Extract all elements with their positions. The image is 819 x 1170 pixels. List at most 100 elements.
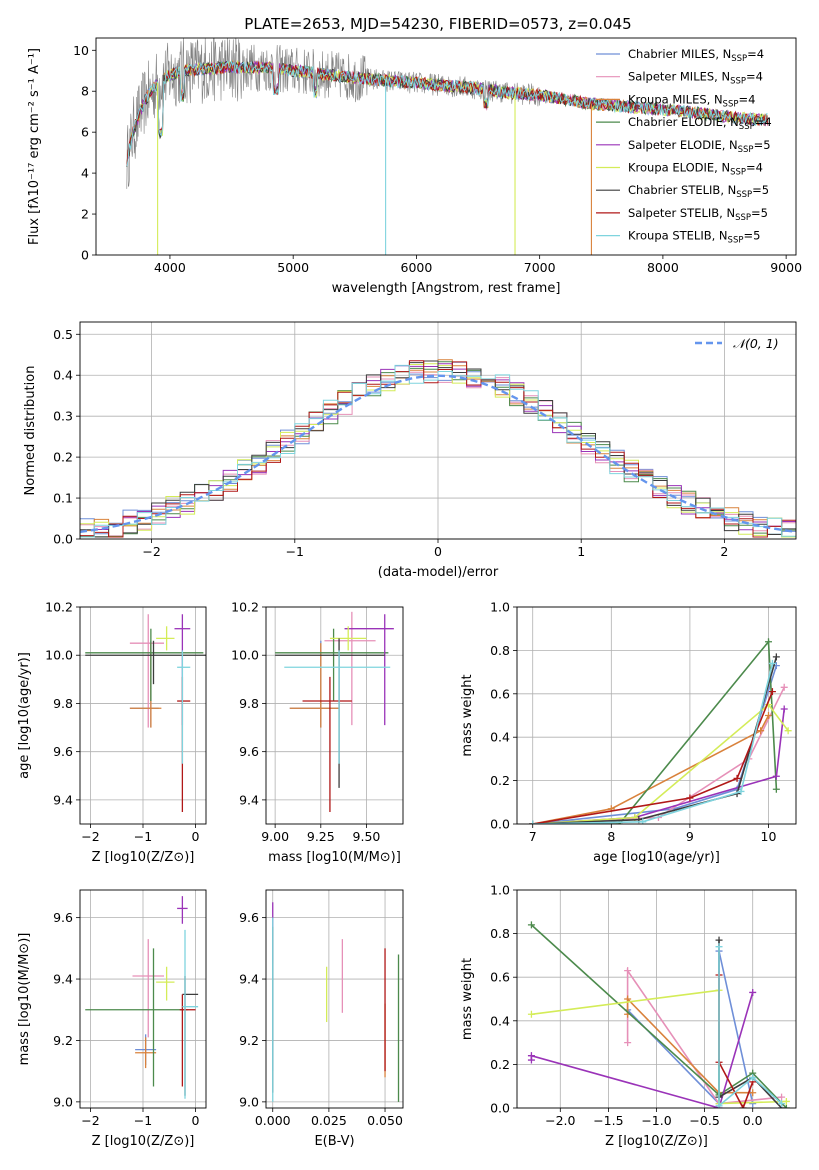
x-tick-label: −1	[286, 544, 304, 559]
x-axis-label: mass [log10(M/M⊙)]	[268, 850, 401, 865]
histogram-step	[80, 360, 796, 538]
legend-subscript: SSP	[739, 122, 755, 132]
y-tick-label: 10.0	[231, 648, 259, 663]
plot-area	[529, 638, 792, 824]
x-tick-label: 0	[192, 1113, 200, 1128]
y-tick-label: 0.0	[490, 817, 510, 832]
mass-weight-marker	[764, 712, 772, 719]
legend-entry: Salpeter ELODIE, NSSP=5	[628, 138, 771, 155]
mass-weight-marker	[784, 727, 792, 735]
x-tick-label: 8000	[647, 260, 679, 275]
y-axis-label: mass weight	[460, 958, 475, 1040]
legend-text: Salpeter ELODIE, N	[628, 138, 738, 152]
y-tick-label: 0.2	[53, 450, 73, 465]
y-tick-label: 0	[81, 248, 89, 263]
x-tick-label: −0.5	[689, 1113, 719, 1128]
y-tick-label: 9.0	[239, 1094, 259, 1109]
mass-weight-line	[530, 924, 787, 1108]
legend-text: =4	[755, 115, 772, 129]
y-axis-label: Normed distribution	[23, 366, 38, 496]
x-axis-label: E(B-V)	[314, 1134, 354, 1149]
mass-weight-marker	[733, 774, 741, 782]
legend-entry: 𝒩(0, 1)	[733, 336, 779, 351]
x-tick-label: 0.0	[743, 1113, 763, 1128]
mass-weight-line	[532, 715, 770, 824]
y-tick-label: 9.6	[239, 910, 259, 925]
mass-weight-marker	[782, 1104, 790, 1108]
x-axis-label: (data-model)/error	[378, 565, 499, 580]
x-tick-label: −2	[142, 544, 160, 559]
legend-entry: Chabrier MILES, NSSP=4	[628, 47, 764, 64]
axes-frame	[79, 321, 797, 540]
axes-frame	[79, 889, 207, 1109]
y-tick-label: 9.0	[53, 1094, 73, 1109]
y-tick-label: 0.0	[490, 1101, 510, 1116]
x-tick-label: 0	[434, 544, 442, 559]
legend-entry: Salpeter STELIB, NSSP=5	[628, 206, 768, 223]
residual-histogram-panel: −2 −1 0 1 2 0.0 0.1 0.2 0.3 0.4 0.5 (data-model)/er…	[23, 321, 797, 580]
y-tick-label: 0.8	[490, 926, 510, 941]
y-tick-label: 2	[81, 207, 89, 222]
mass-weight-marker	[749, 1089, 757, 1097]
x-axis-label: age [log10(age/yr)]	[593, 850, 720, 865]
mass-weight-marker	[624, 1039, 632, 1047]
plot-area	[80, 359, 796, 538]
x-axis-label: wavelength [Angstrom, rest frame]	[332, 281, 561, 296]
x-tick-label: −2	[81, 1113, 99, 1128]
x-tick-label: 0.050	[367, 1113, 403, 1128]
mass-weight-marker	[686, 794, 694, 802]
y-tick-label: 0.2	[490, 773, 510, 788]
model-spectrum-line	[126, 59, 768, 167]
x-tick-label: 4000	[154, 260, 186, 275]
grid	[266, 606, 403, 824]
legend-entry: Kroupa STELIB, NSSP=5	[628, 229, 760, 246]
grid	[80, 606, 206, 824]
axes-frame	[516, 889, 797, 1109]
y-tick-label: 0.2	[490, 1057, 510, 1072]
legend-text: =4	[746, 70, 763, 84]
y-tick-label: 0.5	[53, 327, 73, 342]
legend-subscript: SSP	[735, 213, 751, 223]
y-tick-label: 6	[81, 125, 89, 140]
legend-text: =4	[746, 161, 763, 175]
legend-text: Kroupa ELODIE, N	[628, 161, 730, 175]
mass-weight-marker	[772, 653, 780, 661]
x-tick-label: −1	[134, 1113, 152, 1128]
x-tick-label: 0	[192, 829, 200, 844]
legend-text: Chabrier MILES, N	[628, 47, 731, 61]
x-tick-label: 0.025	[311, 1113, 347, 1128]
normal-distribution-curve	[80, 374, 796, 533]
y-axis-label: Flux [fλ10⁻¹⁷ erg cm⁻² s⁻¹ A⁻¹]	[27, 48, 42, 245]
mass-weight-marker	[739, 1104, 747, 1108]
y-tick-label: 8	[81, 84, 89, 99]
mass-weight-marker	[529, 820, 537, 824]
mass-weight-line	[532, 691, 774, 824]
plot-area	[85, 614, 206, 812]
legend-entry: Chabrier STELIB, NSSP=5	[628, 183, 769, 200]
y-tick-label: 9.4	[239, 792, 259, 807]
age-vs-mass-panel: 9.00 9.25 9.50 9.4 9.6 9.8 10.0 10.2 mass [log10…	[231, 600, 404, 865]
plot-area	[527, 921, 790, 1108]
x-axis-label: Z [log10(Z/Z⊙)]	[605, 1134, 708, 1149]
mass-weight-marker	[527, 1052, 535, 1060]
axes-frame	[516, 606, 797, 825]
axes-frame	[79, 606, 207, 825]
legend-subscript: SSP	[728, 236, 744, 246]
legend-text: Kroupa MILES, N	[628, 92, 723, 106]
y-tick-label: 10	[73, 43, 89, 58]
mass-weight-marker	[737, 787, 745, 795]
mass-weight-line	[532, 639, 778, 824]
mass-weight-marker	[624, 967, 632, 975]
y-tick-label: 9.4	[53, 792, 73, 807]
y-tick-label: 0.1	[53, 491, 73, 506]
y-tick-label: 9.2	[239, 1033, 259, 1048]
mass-weight-vs-age-panel: 7 8 9 10 0.0 0.2 0.4 0.6 0.8 1.0 age [log10(age/yr…	[460, 600, 797, 865]
residual-legend: 𝒩(0, 1)	[695, 336, 779, 351]
y-tick-label: 10.2	[45, 600, 73, 615]
y-tick-label: 0.6	[490, 686, 510, 701]
mass-weight-marker	[764, 638, 772, 646]
x-tick-label: 9	[686, 829, 694, 844]
x-tick-label: 0.000	[255, 1113, 291, 1128]
y-tick-label: 9.6	[53, 910, 73, 925]
